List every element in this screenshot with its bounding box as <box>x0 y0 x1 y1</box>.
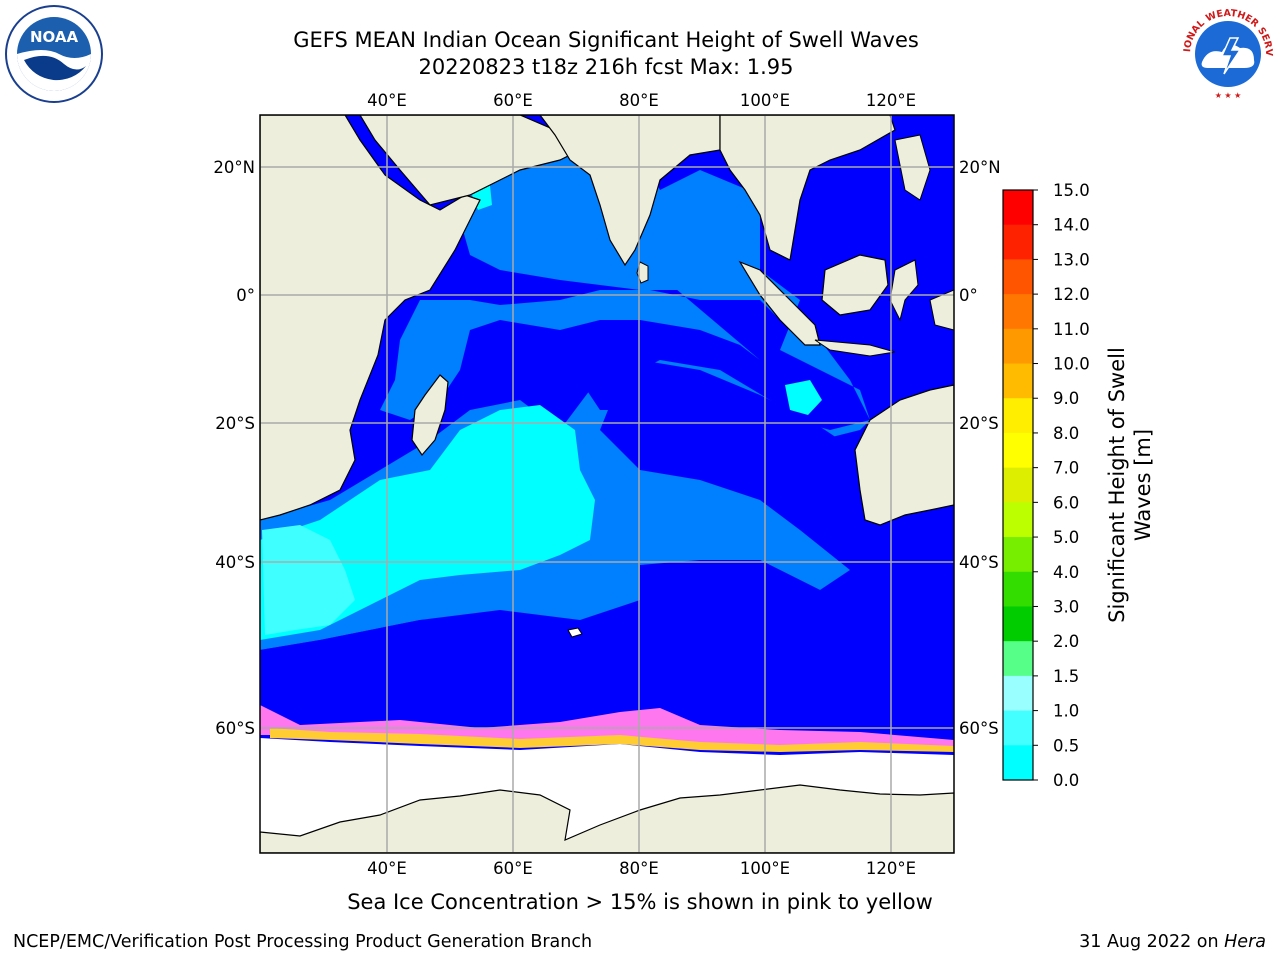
footer-date-text: 31 Aug 2022 on <box>1079 932 1225 952</box>
map-area <box>260 115 954 853</box>
antarctica-land <box>260 784 954 853</box>
colorbar-tick-label: 6.0 <box>1053 493 1079 512</box>
noaa-logo: NOAA <box>4 4 104 108</box>
colorbar-swatch <box>1003 398 1033 434</box>
colorbar-tick-label: 11.0 <box>1053 320 1090 339</box>
noaa-logo-text: NOAA <box>30 28 79 46</box>
colorbar-swatch <box>1003 259 1033 295</box>
footer-credit: NCEP/EMC/Verification Post Processing Pr… <box>13 932 593 952</box>
swell-band-1-5-to-2 <box>262 525 355 635</box>
colorbar <box>1002 189 1038 781</box>
colorbar-frame <box>1002 189 1034 781</box>
java-land <box>814 339 896 357</box>
australia-land <box>854 384 954 526</box>
lon-tick-label: 80°E <box>619 859 659 878</box>
sea-ice-edge-yellow <box>270 728 954 752</box>
colorbar-swatch <box>1003 190 1033 226</box>
graticule <box>260 115 954 853</box>
lat-tick-label: 60°S <box>959 719 999 738</box>
lat-tick-label: 0° <box>236 286 255 305</box>
lon-tick-label: 100°E <box>740 859 790 878</box>
colorbar-swatch <box>1003 675 1033 712</box>
footer-machine: Hera <box>1224 932 1266 952</box>
lat-tick-label: 0° <box>959 286 978 305</box>
colorbar-swatch <box>1003 467 1033 503</box>
lat-ticks-left: 20°N 0° 20°S 40°S 60°S <box>213 158 255 738</box>
colorbar-tick-label: 7.0 <box>1053 459 1079 478</box>
colorbar-swatch <box>1003 710 1033 746</box>
lat-tick-label: 20°S <box>215 414 255 433</box>
map-frame <box>259 114 955 854</box>
colorbar-tick-label: 5.0 <box>1053 528 1079 547</box>
colorbar-swatch <box>1003 537 1033 573</box>
lon-tick-label: 120°E <box>866 859 916 878</box>
lon-tick-label: 60°E <box>493 91 533 110</box>
map-subtitle: 20220823 t18z 216h fcst Max: 1.95 <box>418 55 794 79</box>
madagascar-land <box>411 374 449 456</box>
lat-tick-label: 40°S <box>215 553 255 572</box>
colorbar-tick-label: 1.5 <box>1053 667 1079 686</box>
colorbar-tick-label: 3.0 <box>1053 597 1079 616</box>
sea-ice-note: Sea Ice Concentration > 15% is shown in … <box>347 890 933 914</box>
colorbar-tick-label: 10.0 <box>1053 355 1090 374</box>
swell-band-low-mid <box>580 360 840 450</box>
lon-tick-label: 100°E <box>740 91 790 110</box>
new-guinea-land <box>929 289 954 331</box>
colorbar-tick-label: 0.5 <box>1053 736 1079 755</box>
svg-text:★ ★ ★: ★ ★ ★ <box>1215 91 1242 100</box>
lon-tick-label: 80°E <box>619 91 659 110</box>
colorbar-swatch <box>1003 606 1033 642</box>
sulawesi-land <box>889 259 919 322</box>
colorbar-swatch <box>1003 502 1033 538</box>
map-title: GEFS MEAN Indian Ocean Significant Heigh… <box>293 28 919 52</box>
colorbar-tick-label: 9.0 <box>1053 389 1079 408</box>
colorbar-swatch <box>1003 432 1033 469</box>
lon-tick-label: 60°E <box>493 859 533 878</box>
colorbar-tick-label: 1.0 <box>1053 702 1079 721</box>
lon-tick-label: 120°E <box>866 91 916 110</box>
colorbar-label-line2: Waves [m] <box>1131 429 1155 541</box>
colorbar-tick-label: 8.0 <box>1053 424 1079 443</box>
southeast-asia-land <box>719 115 896 261</box>
lon-tick-label: 40°E <box>367 859 407 878</box>
colorbar-labels: 15.0 14.0 13.0 12.0 11.0 10.0 9.0 8.0 7.0 6.0 5.0 4… <box>1053 181 1090 790</box>
nws-logo: NATIONAL WEATHER SERVICE ★ ★ ★ <box>1174 0 1278 108</box>
colorbar-swatch <box>1003 571 1033 607</box>
colorbar-swatch <box>1003 294 1033 330</box>
colorbar-swatch <box>1003 224 1033 260</box>
colorbar-tick-label: 2.0 <box>1053 632 1079 651</box>
swell-band-low-south <box>260 560 954 745</box>
colorbar-tick-label: 15.0 <box>1053 181 1090 200</box>
colorbar-tick-label: 14.0 <box>1053 216 1090 235</box>
borneo-land <box>821 254 889 316</box>
colorbar-label-line1: Significant Height of Swell <box>1105 347 1129 623</box>
colorbar-swatch <box>1003 363 1033 399</box>
africa-land <box>260 115 481 521</box>
lon-tick-label: 40°E <box>367 91 407 110</box>
lon-ticks-top: 40°E 60°E 80°E 100°E 120°E <box>367 91 916 110</box>
colorbar-tick-label: 13.0 <box>1053 250 1090 269</box>
lat-tick-label: 20°N <box>959 158 1001 177</box>
lat-ticks-right: 20°N 0° 20°S 40°S 60°S <box>959 158 1001 738</box>
lon-ticks-bottom: 40°E 60°E 80°E 100°E 120°E <box>367 859 916 878</box>
colorbar-tick-label: 0.0 <box>1053 771 1079 790</box>
colorbar-swatch <box>1003 328 1033 365</box>
kerguelen-island <box>567 627 583 638</box>
footer-date: 31 Aug 2022 on Hera <box>1079 932 1266 952</box>
lat-tick-label: 20°S <box>959 414 999 433</box>
lat-tick-label: 60°S <box>215 719 255 738</box>
lat-tick-label: 40°S <box>959 553 999 572</box>
colorbar-swatch <box>1003 745 1033 781</box>
colorbar-tick-label: 12.0 <box>1053 285 1090 304</box>
swell-band-1-to-1-5-east <box>785 380 822 415</box>
colorbar-tick-label: 4.0 <box>1053 563 1079 582</box>
india-land <box>539 115 721 267</box>
sumatra-land <box>738 260 821 346</box>
colorbar-swatch <box>1003 641 1033 677</box>
lat-tick-label: 20°N <box>213 158 255 177</box>
